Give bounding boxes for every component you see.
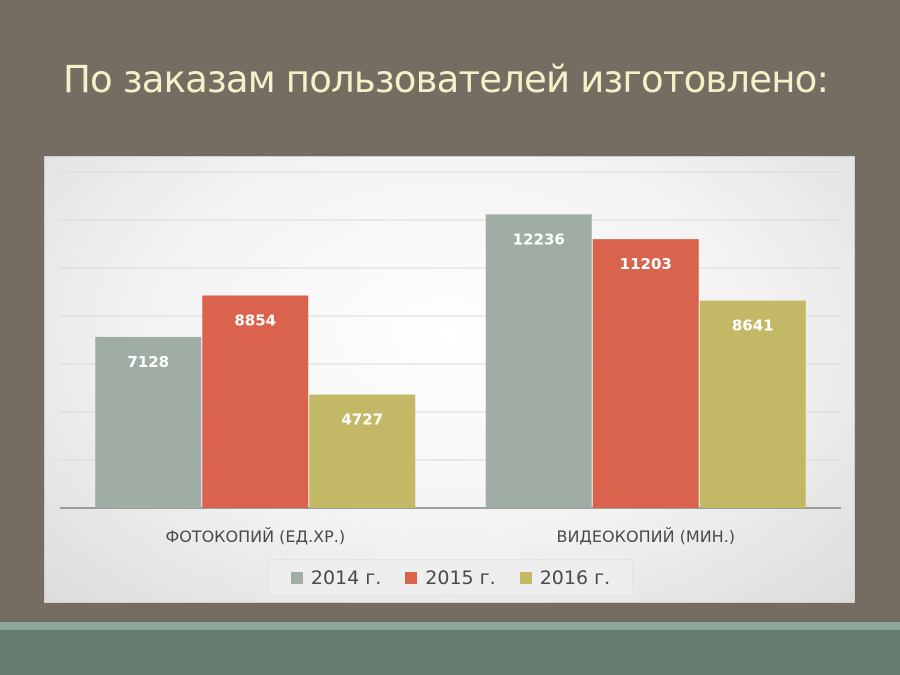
legend-swatch	[290, 571, 303, 584]
legend-swatch	[405, 571, 418, 584]
bar	[485, 214, 592, 508]
footer-band	[0, 622, 900, 675]
legend-label: 2016 г.	[539, 566, 611, 589]
data-label: 12236	[513, 230, 565, 248]
category-labels: ФОТОКОПИЙ (ЕД.ХР.) ВИДЕОКОПИЙ (МИН.)	[165, 527, 735, 546]
data-label: 11203	[620, 255, 672, 273]
data-labels: 7128 8854 4727 12236 11203 8641	[127, 230, 773, 428]
data-label: 7128	[127, 353, 169, 371]
bar-chart: 7128 8854 4727 12236 11203 8641 ФОТОКОПИЙ (ЕД…	[60, 171, 841, 546]
legend-swatch	[519, 571, 532, 584]
footer-stripe	[0, 622, 900, 630]
slide-title: По заказам пользователей изготовлено:	[63, 58, 829, 101]
bar	[309, 394, 416, 508]
bar	[592, 239, 699, 508]
legend-label: 2015 г.	[425, 566, 496, 589]
bar	[699, 300, 806, 508]
data-label: 8854	[234, 312, 276, 330]
bars	[95, 214, 806, 508]
legend-label: 2014 г.	[310, 566, 382, 589]
legend-item: 2016 г.	[519, 566, 611, 589]
legend-item: 2015 г.	[405, 566, 496, 589]
bar	[95, 336, 202, 508]
data-label: 4727	[341, 411, 383, 429]
bar	[202, 295, 309, 508]
chart-area: 7128 8854 4727 12236 11203 8641 ФОТОКОПИЙ (ЕД…	[44, 156, 855, 603]
category-label: ВИДЕОКОПИЙ (МИН.)	[556, 527, 735, 546]
legend-item: 2014 г.	[290, 566, 382, 589]
data-label: 8641	[732, 317, 774, 335]
category-label: ФОТОКОПИЙ (ЕД.ХР.)	[165, 527, 345, 546]
legend: 2014 г. 2015 г. 2016 г.	[268, 559, 633, 596]
